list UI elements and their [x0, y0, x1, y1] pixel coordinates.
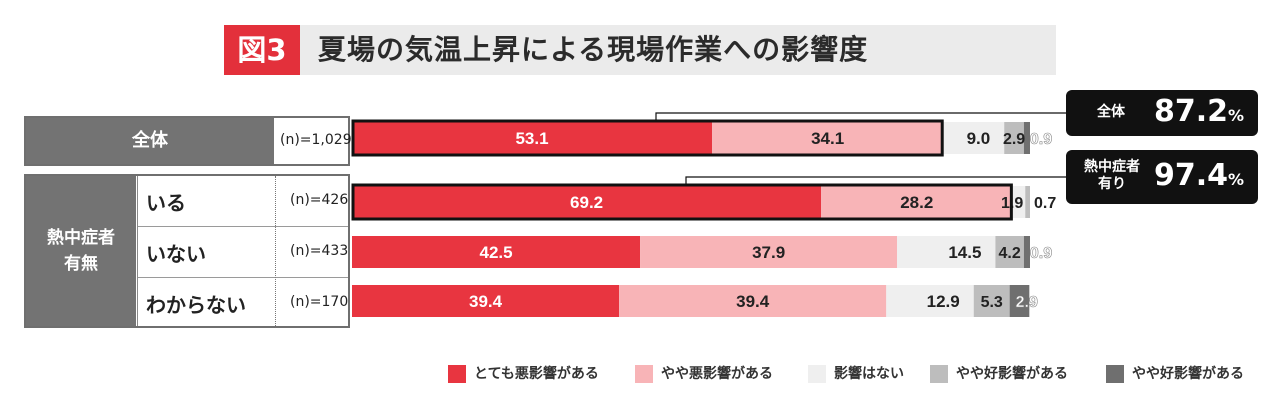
bar-segment [712, 122, 944, 154]
data-label: 9.0 [967, 129, 991, 148]
bar-segment [995, 236, 1024, 268]
data-label: 39.4 [736, 292, 770, 311]
data-label: 2.9 [1016, 294, 1038, 311]
callout-heatstroke-unit: % [1228, 170, 1245, 189]
callout-overall: 全体 87.2% [1066, 90, 1258, 136]
legend-swatch [635, 365, 653, 383]
data-label: 34.1 [811, 129, 844, 148]
bar-segment [1023, 236, 1030, 268]
data-label: 42.5 [480, 243, 513, 262]
callout-heatstroke-label-line2: 有り [1098, 176, 1126, 192]
n-label-yes: (n)=426 [290, 192, 349, 208]
legend-swatch [1106, 365, 1124, 383]
callout-overall-unit: % [1228, 106, 1245, 125]
legend-swatch [808, 365, 826, 383]
sub-label-unknown: わからない [146, 293, 246, 317]
highlight-outline [351, 183, 1013, 221]
legend-label: とても悪影響がある [474, 366, 599, 382]
overall-row-frame [24, 116, 350, 166]
column-divider [275, 176, 276, 326]
bar-segment [973, 285, 1010, 317]
group-frame [24, 174, 350, 328]
bar-segment [640, 236, 898, 268]
callout-connector [655, 112, 1066, 121]
data-label: 0.9 [1030, 245, 1052, 262]
legend-swatch [448, 365, 466, 383]
bar-segment [352, 285, 620, 317]
data-label: 0.9 [1030, 131, 1052, 148]
data-label: 2.9 [1003, 131, 1025, 148]
column-divider [137, 176, 138, 326]
row-divider [138, 226, 348, 227]
bar-segment [1025, 186, 1030, 218]
callout-heatstroke-value: 97.4% [1154, 158, 1244, 193]
legend-swatch [930, 365, 948, 383]
row-divider [138, 277, 348, 278]
data-label: 0.7 [1034, 195, 1056, 212]
n-label-overall: (n)=1,029 [280, 132, 352, 148]
figure-label: 図3 [224, 25, 300, 75]
callout-heatstroke-label-line1: 熱中症者 [1084, 159, 1140, 175]
overall-label: 全体 [26, 118, 274, 164]
data-label: 14.5 [948, 243, 981, 262]
bar-segment [1009, 285, 1030, 317]
n-label-unknown: (n)=170 [290, 294, 349, 310]
data-label: 4.2 [999, 245, 1021, 262]
group-label-line1: 熱中症者 [47, 228, 115, 248]
sub-label-no: いない [146, 242, 206, 266]
callout-heatstroke-label: 熱中症者 有り [1072, 159, 1152, 193]
bar-segment [897, 236, 996, 268]
n-label-no: (n)=433 [290, 243, 349, 259]
callout-heatstroke: 熱中症者 有り 97.4% [1066, 150, 1258, 204]
bar-segment [352, 186, 822, 218]
callout-overall-number: 87.2 [1154, 94, 1229, 129]
bar-segment [886, 285, 974, 317]
group-label: 熱中症者 有無 [26, 176, 136, 326]
callout-connector [685, 176, 1066, 185]
data-label: 37.9 [752, 243, 785, 262]
data-label: 39.4 [469, 292, 503, 311]
legend-label: やや好影響がある [1132, 366, 1244, 382]
legend-label: やや悪影響がある [661, 366, 773, 382]
data-label: 5.3 [981, 294, 1003, 311]
title-bar: 図3 夏場の気温上昇による現場作業への影響度 [224, 25, 1056, 75]
callout-overall-value: 87.2% [1154, 94, 1244, 129]
highlight-outline [351, 119, 944, 157]
callout-heatstroke-number: 97.4 [1154, 158, 1229, 193]
group-label-line2: 有無 [64, 254, 98, 274]
bar-segment [619, 285, 887, 317]
bar-segment [352, 122, 713, 154]
data-label: 53.1 [515, 129, 548, 148]
data-label: 12.9 [927, 292, 960, 311]
callout-overall-label: 全体 [1097, 104, 1125, 120]
bar-segment [943, 122, 1005, 154]
bar-segment [352, 236, 641, 268]
overall-label-text: 全体 [132, 130, 168, 151]
legend-label: やや好影響がある [956, 366, 1068, 382]
bar-segment [1004, 122, 1024, 154]
bar-segment [821, 186, 1013, 218]
bar-segment [1012, 186, 1026, 218]
sub-label-yes: いる [146, 191, 186, 215]
legend-label: 影響はない [834, 366, 904, 382]
chart-title: 夏場の気温上昇による現場作業への影響度 [318, 33, 869, 66]
bar-segment [1023, 122, 1030, 154]
data-label: 28.2 [900, 193, 933, 212]
data-label: 69.2 [570, 193, 603, 212]
